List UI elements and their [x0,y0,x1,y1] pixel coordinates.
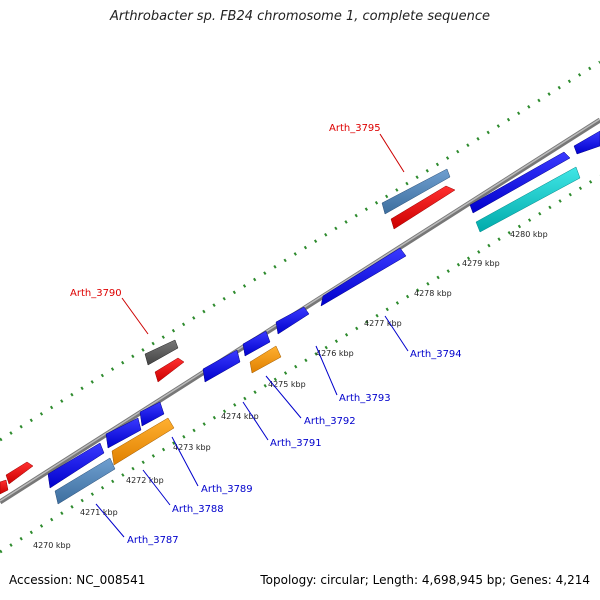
gene-arth-3789b[interactable] [105,417,142,449]
scale-label: 4273 kbp [173,443,211,452]
gene-arth-3787[interactable] [47,442,105,489]
gene-left-red-1[interactable] [5,461,34,485]
gene-label-arth-3790[interactable]: Arth_3790 [70,288,122,299]
gene-label-arth-3794[interactable]: Arth_3794 [410,349,462,360]
gene-label-arth-3791[interactable]: Arth_3791 [270,438,322,449]
gene-arth-3799[interactable] [475,166,581,233]
gene-label-arth-3788[interactable]: Arth_3788 [172,504,224,515]
scale-label: 4278 kbp [414,289,452,298]
scale-label: 4274 kbp [221,412,259,421]
gene-label-arth-3793[interactable]: Arth_3793 [339,393,391,404]
gene-left-red-2[interactable] [0,479,9,495]
gene-arth-3790[interactable] [144,339,179,366]
gene-arth-3794[interactable] [320,247,407,307]
gene-arth-3788[interactable] [111,417,175,466]
scale-label: 4275 kbp [268,380,306,389]
scale-label: 4279 kbp [462,259,500,268]
scale-label: 4280 kbp [510,230,548,239]
gene-arth-3797[interactable] [469,151,571,214]
map-title: Arthrobacter sp. FB24 chromosome 1, comp… [109,9,491,24]
gene-arth-3787b[interactable] [54,457,116,505]
gene-label-arth-3789[interactable]: Arth_3789 [201,484,253,495]
gene-arth-3789[interactable] [139,401,165,427]
scale-label: 4271 kbp [80,508,118,517]
gene-arth-3792[interactable] [242,330,271,357]
genome-summary: Topology: circular; Length: 4,698,945 bp… [260,573,590,587]
gene-arth-3793[interactable] [275,306,310,335]
accession-label: Accession: NC_008541 [9,573,146,587]
forward-gene-labels: Arth_3795 Arth_3790 [70,123,405,335]
scale-labels: 4270 kbp 4271 kbp 4272 kbp 4273 kbp 4274… [33,230,548,550]
gene-label-arth-3787[interactable]: Arth_3787 [127,535,179,546]
gene-arth-3792b[interactable] [249,345,282,374]
scale-label: 4276 kbp [316,349,354,358]
scale-label: 4270 kbp [33,541,71,550]
reverse-strand-genes [47,247,407,505]
gene-arth-3791[interactable] [202,349,241,383]
gene-label-arth-3792[interactable]: Arth_3792 [304,416,356,427]
gene-arth-3790b[interactable] [154,357,185,383]
scale-label: 4277 kbp [364,319,402,328]
gene-arth-3796[interactable] [390,185,456,230]
reverse-gene-labels [95,315,409,538]
gene-arth-3798[interactable] [573,130,600,155]
forward-strand-genes [0,130,600,495]
gene-label-arth-3795[interactable]: Arth_3795 [329,123,381,134]
scale-label: 4272 kbp [126,476,164,485]
gene-arth-3795[interactable] [381,168,451,215]
